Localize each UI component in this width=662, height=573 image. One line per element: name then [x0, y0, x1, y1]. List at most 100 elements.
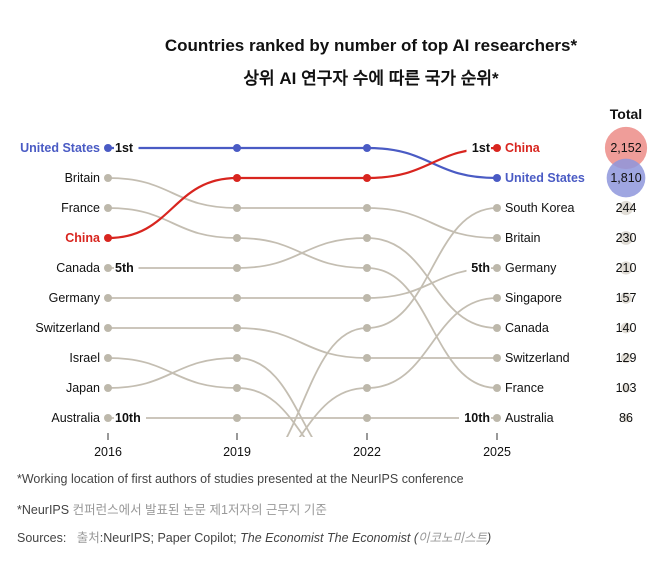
x-tick-label-2019: 2019: [223, 445, 251, 459]
point-switzerland-2019: [233, 324, 241, 332]
footnote-en: *Working location of first authors of st…: [17, 472, 464, 486]
point-japan-2019: [233, 354, 241, 362]
line-singapore: [298, 387, 368, 437]
point-united-states-2016: [104, 144, 112, 152]
lines-highlight: [107, 146, 498, 240]
point-switzerland-2022: [363, 354, 371, 362]
point-france-2025: [493, 384, 501, 392]
point-singapore-2025: [493, 294, 501, 302]
total-bubble-canada: [620, 322, 632, 334]
rank-label-bg: [114, 410, 146, 426]
chart-title: Countries ranked by number of top AI res…: [164, 36, 578, 55]
label-2016-israel: Israel: [69, 351, 100, 365]
total-value-china: 2,152: [610, 141, 641, 155]
total-value-france: 103: [616, 381, 637, 395]
rank-label-5th: 5th: [115, 261, 134, 275]
label-2016-japan: Japan: [66, 381, 100, 395]
point-france-2019: [233, 234, 241, 242]
line-south-korea: [366, 207, 498, 329]
label-2025-south-korea: South Korea: [505, 201, 575, 215]
sources-italic: The Economist The Economist (: [240, 531, 418, 545]
point-israel-2019: [233, 384, 241, 392]
chart-subtitle: 상위 AI 연구자 수에 따른 국가 순위*: [243, 69, 499, 88]
point-britain-2016: [104, 174, 112, 182]
x-tick-label-2016: 2016: [94, 445, 122, 459]
total-bubble-switzerland: [620, 352, 632, 364]
rank-label-5th: 5th: [471, 261, 490, 275]
line-france: [107, 207, 238, 239]
point-south-korea-2022: [363, 324, 371, 332]
total-value-britain: 230: [616, 231, 637, 245]
point-switzerland-2025: [493, 354, 501, 362]
line-china: [107, 176, 238, 240]
label-2016-britain: Britain: [65, 171, 100, 185]
line-britain: [107, 177, 238, 209]
footnote-ko: *NeurIPS 컨퍼런스에서 발표된 논문 제1저자의 근무지 기준: [17, 499, 327, 518]
point-canada-2025: [493, 324, 501, 332]
label-2016-switzerland: Switzerland: [35, 321, 100, 335]
label-2025-france: France: [505, 381, 544, 395]
total-bubble-united-states: [606, 158, 646, 198]
line-south-korea: [285, 327, 368, 437]
x-tick-label-2025: 2025: [483, 445, 511, 459]
lines-other: [107, 177, 498, 437]
total-bubble-britain: [619, 231, 633, 245]
point-canada-2019: [233, 264, 241, 272]
total-bubble-france: [621, 383, 631, 393]
rank-label-bg: [466, 260, 491, 276]
total-value-singapore: 157: [616, 291, 637, 305]
point-australia-2025: [493, 414, 501, 422]
point-united-states-2025: [493, 174, 501, 182]
label-2016-australia: Australia: [51, 411, 100, 425]
total-value-germany: 210: [616, 261, 637, 275]
rank-label-1st: 1st: [472, 141, 491, 155]
label-2025-germany: Germany: [505, 261, 557, 275]
point-china-2019: [233, 174, 241, 182]
point-china-2016: [104, 234, 112, 242]
point-israel-2016: [104, 354, 112, 362]
point-germany-2022: [363, 294, 371, 302]
sources-text: :NeurIPS; Paper Copilot;: [99, 531, 241, 545]
rank-label-bg: [466, 140, 491, 156]
line-singapore: [366, 297, 498, 389]
total-value-australia: 86: [619, 411, 633, 425]
point-china-2025: [493, 144, 501, 152]
point-united-states-2019: [233, 144, 241, 152]
sources-close: ): [487, 531, 492, 545]
dots: [104, 144, 501, 422]
point-australia-2022: [363, 414, 371, 422]
point-china-2022: [363, 174, 371, 182]
total-bubble-singapore: [620, 292, 632, 304]
label-2025-britain: Britain: [505, 231, 540, 245]
label-2016-france: France: [61, 201, 100, 215]
totals-header: Total: [610, 106, 642, 122]
point-canada-2016: [104, 264, 112, 272]
point-canada-2022: [363, 234, 371, 242]
footnote-ko-prefix: *NeurIPS: [17, 503, 70, 517]
label-2016-germany: Germany: [49, 291, 101, 305]
total-value-canada: 140: [616, 321, 637, 335]
point-britain-2019: [233, 204, 241, 212]
total-value-south-korea: 244: [616, 201, 637, 215]
label-2016-united-states: United States: [20, 141, 100, 155]
rank-label-10th: 10th: [115, 411, 141, 425]
line-japan: [107, 357, 238, 389]
sources-ko2: 이코노미스트: [418, 531, 488, 545]
x-tick-label-2022: 2022: [353, 445, 381, 459]
point-japan-2016: [104, 384, 112, 392]
rank-label-10th: 10th: [464, 411, 490, 425]
line-switzerland: [236, 327, 368, 359]
total-bubble-china: [604, 126, 648, 170]
point-france-2016: [104, 204, 112, 212]
point-australia-2016: [104, 414, 112, 422]
label-2025-china: China: [505, 141, 541, 155]
point-britain-2022: [363, 204, 371, 212]
rank-label-1st: 1st: [115, 141, 134, 155]
line-canada: [236, 237, 368, 269]
line-france: [366, 267, 498, 389]
total-bubble-germany: [619, 261, 633, 275]
line-britain: [366, 207, 498, 239]
total-bubble-south-korea: [618, 200, 634, 216]
label-2025-switzerland: Switzerland: [505, 351, 570, 365]
